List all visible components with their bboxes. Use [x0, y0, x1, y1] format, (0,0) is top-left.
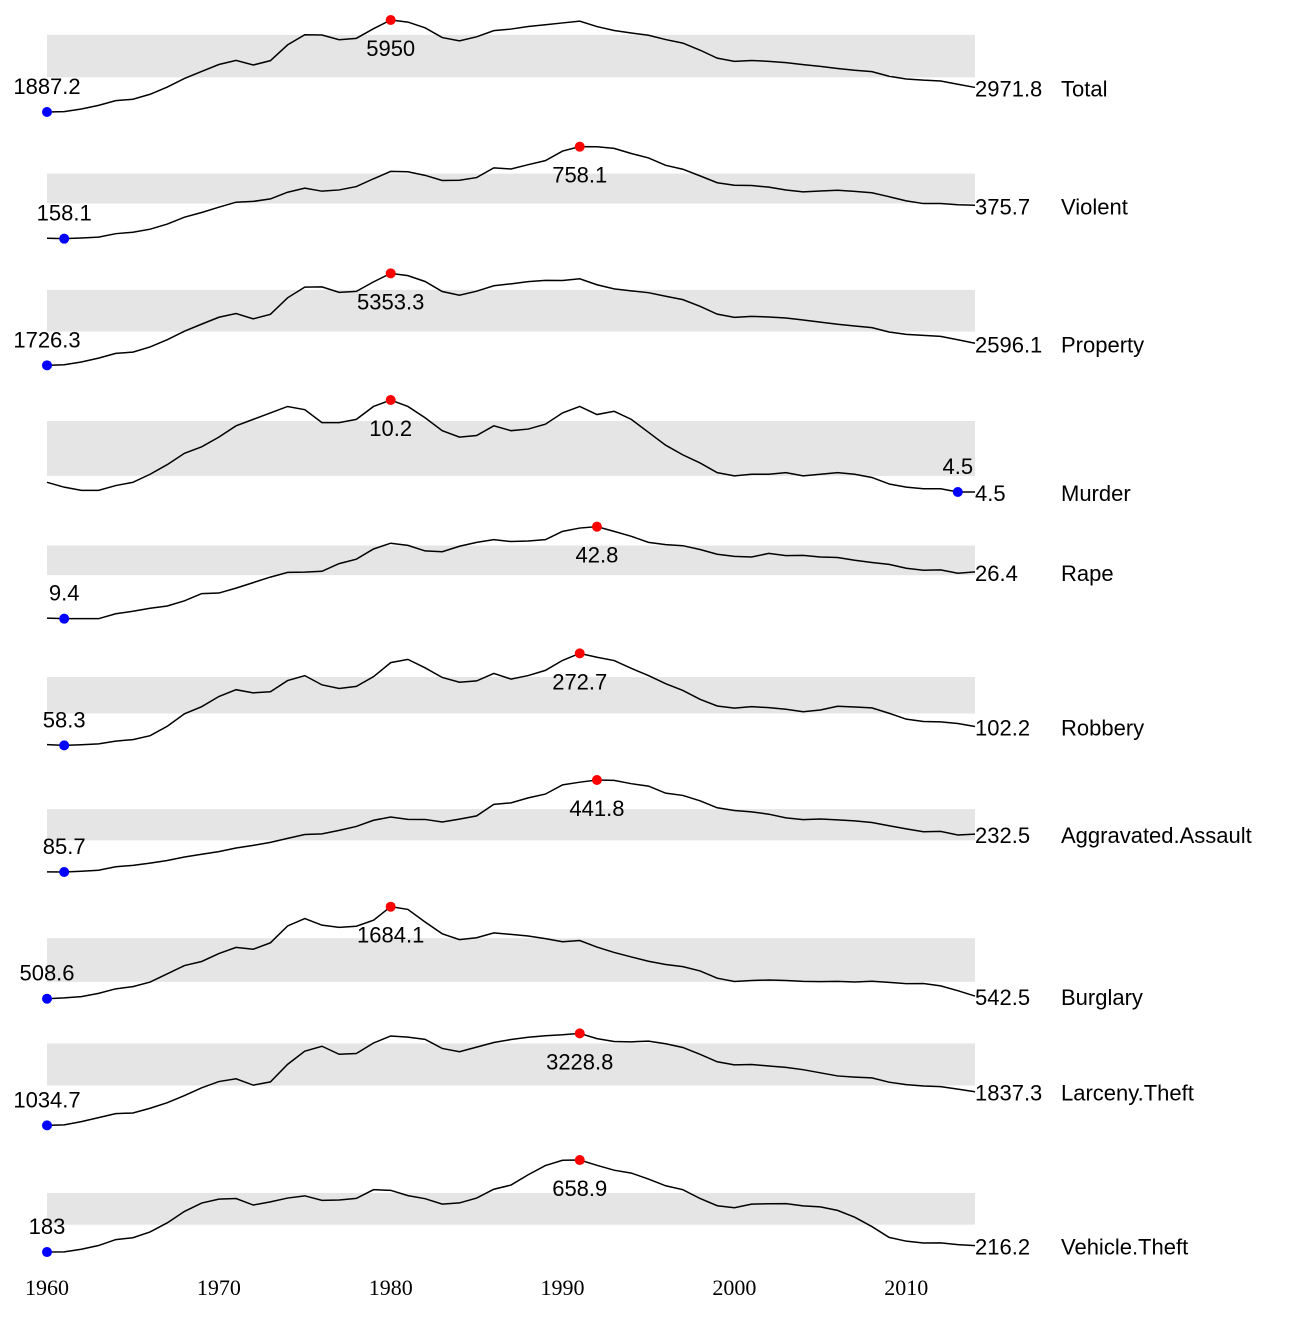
max-label: 758.1: [552, 163, 607, 188]
iqr-band: [47, 677, 975, 714]
max-label: 272.7: [552, 669, 607, 694]
iqr-band: [47, 34, 975, 78]
min-point: [42, 107, 52, 117]
min-label: 508.6: [19, 961, 74, 986]
max-point: [591, 521, 602, 532]
series-line: [46, 1159, 976, 1253]
series-name: Total: [1061, 76, 1107, 101]
series-line: [46, 905, 976, 1000]
end-label: 232.5: [975, 823, 1030, 848]
end-label: 216.2: [975, 1235, 1030, 1260]
series-line: [46, 652, 976, 747]
min-label: 85.7: [43, 834, 86, 859]
series-line: [46, 399, 975, 493]
max-label: 10.2: [369, 416, 412, 441]
min-label: 1887.2: [13, 74, 80, 99]
max-label: 5353.3: [357, 289, 424, 314]
max-label: 42.8: [576, 543, 619, 568]
series-line: [46, 19, 976, 113]
min-label: 1034.7: [13, 1087, 80, 1112]
series-line: [46, 525, 976, 620]
min-point: [42, 1120, 52, 1131]
series-line: [46, 145, 976, 240]
end-label: 542.5: [975, 985, 1030, 1010]
max-point: [385, 15, 396, 25]
max-label: 441.8: [569, 796, 624, 821]
series-name: Vehicle.Theft: [1061, 1235, 1188, 1260]
x-tick-label: 2000: [712, 1275, 756, 1300]
series-name: Larceny.Theft: [1061, 1081, 1194, 1106]
series-name: Aggravated.Assault: [1061, 823, 1252, 848]
series-name: Burglary: [1061, 985, 1143, 1010]
max-point: [385, 901, 396, 912]
max-point: [385, 395, 396, 406]
min-label: 1726.3: [13, 327, 80, 352]
max-label: 5950: [366, 36, 415, 61]
x-tick-label: 1960: [25, 1275, 69, 1300]
end-label: 4.5: [975, 481, 1006, 506]
x-tick-label: 1970: [197, 1275, 241, 1300]
iqr-band: [47, 938, 975, 982]
max-label: 658.9: [552, 1176, 607, 1201]
min-label: 183: [29, 1214, 66, 1239]
series-name: Property: [1061, 332, 1144, 357]
end-label: 2596.1: [975, 332, 1042, 357]
iqr-band: [47, 420, 975, 476]
max-point: [574, 648, 585, 659]
series-line: [46, 1032, 976, 1127]
x-tick-label: 1990: [541, 1275, 585, 1300]
max-label: 3228.8: [546, 1049, 613, 1074]
x-tick-label: 1980: [369, 1275, 413, 1300]
series-name: Violent: [1061, 194, 1128, 219]
max-point: [574, 141, 585, 152]
max-point: [591, 775, 602, 786]
min-point: [59, 867, 70, 878]
min-label: 158.1: [37, 201, 92, 226]
min-point: [42, 1247, 52, 1258]
min-point: [42, 360, 52, 371]
min-point: [59, 613, 70, 624]
x-tick-label: 2010: [884, 1275, 928, 1300]
end-label: 102.2: [975, 716, 1030, 741]
series-line: [46, 272, 976, 367]
end-label: 2971.8: [975, 76, 1042, 101]
min-label: 4.5: [943, 454, 974, 479]
series-name: Murder: [1061, 481, 1131, 506]
end-label: 1837.3: [975, 1081, 1042, 1106]
series-line: [46, 779, 976, 873]
end-label: 26.4: [975, 561, 1018, 586]
min-point: [952, 487, 963, 498]
series-name: Rape: [1061, 561, 1114, 586]
iqr-band: [47, 173, 975, 204]
iqr-band: [47, 289, 975, 332]
max-label: 1684.1: [357, 923, 424, 948]
min-point: [59, 233, 70, 244]
max-point: [385, 268, 396, 279]
max-point: [574, 1155, 585, 1166]
end-label: 375.7: [975, 194, 1030, 219]
iqr-band: [47, 1043, 975, 1086]
iqr-band: [47, 1192, 975, 1225]
max-point: [574, 1028, 585, 1039]
series-name: Robbery: [1061, 716, 1144, 741]
iqr-band: [47, 809, 975, 841]
iqr-band: [47, 545, 975, 576]
min-point: [42, 993, 52, 1004]
min-point: [59, 740, 70, 751]
min-label: 58.3: [43, 707, 86, 732]
min-label: 9.4: [49, 581, 80, 606]
